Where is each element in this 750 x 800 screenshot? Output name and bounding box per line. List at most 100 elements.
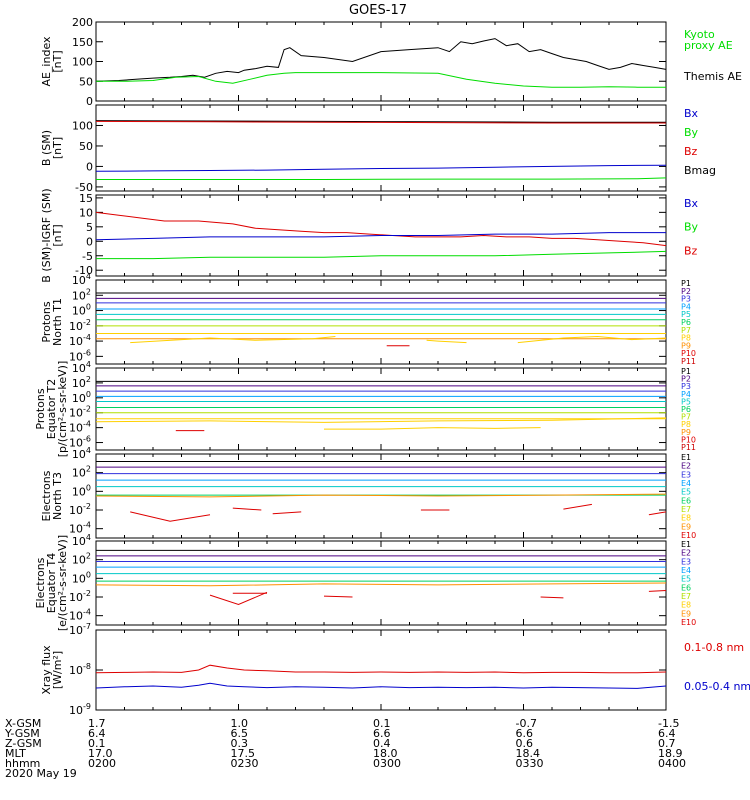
y-tick-label: 10-4 (69, 333, 91, 348)
y-tick-label: 10-7 (69, 622, 91, 637)
y-tick-label: 100 (72, 483, 91, 498)
flux-segment (130, 511, 211, 522)
y-tick-label: 100 (72, 119, 93, 132)
flux-segment (648, 511, 667, 516)
series-line (95, 211, 667, 247)
y-axis-label: [p/(cm²-s-sr-keV)] (56, 361, 69, 458)
channel-label: P6 (681, 318, 691, 327)
footer-value: 6.6 (373, 727, 391, 740)
channel-label: P11 (681, 357, 696, 366)
y-tick-label: 10-4 (69, 420, 91, 435)
y-tick-label: 150 (72, 36, 93, 49)
footer-value: 0400 (658, 757, 686, 770)
y-tick-label: 104 (72, 360, 91, 375)
y-axis-label: Protons (40, 301, 53, 342)
footer-value: 0.1 (373, 717, 391, 730)
channel-label: P2 (681, 287, 691, 296)
channel-label: E10 (681, 531, 696, 540)
series-line (95, 120, 666, 124)
legend-entry: 0.1-0.8 nm (684, 641, 744, 654)
flux-segment (540, 596, 564, 599)
y-axis-label: [nT] (51, 50, 64, 72)
channel-label: P9 (681, 341, 691, 350)
channel-label: E8 (681, 514, 691, 523)
series-line (95, 682, 667, 689)
channel-label: E2 (681, 549, 691, 558)
y-axis-label: AE_index (40, 36, 53, 87)
channel-label: E2 (681, 462, 691, 471)
channel-label: P8 (681, 334, 691, 343)
series-line (96, 72, 666, 88)
flux-segment (95, 493, 667, 498)
footer-value: 0330 (516, 757, 544, 770)
y-axis-label: Xray flux (40, 645, 53, 695)
channel-label: P3 (681, 382, 691, 391)
footer-value: 6.4 (88, 727, 106, 740)
channel-label: E1 (681, 453, 691, 462)
y-tick-label: -10 (75, 264, 93, 277)
y-tick-label: 102 (72, 552, 91, 567)
y-tick-label: 104 (72, 533, 91, 548)
legend-entry: Bz (684, 244, 698, 257)
legend-entry: Kyoto (684, 28, 715, 41)
channel-label: P10 (681, 435, 696, 444)
y-axis-label: Electrons (40, 470, 53, 521)
y-tick-label: 104 (72, 446, 91, 461)
channel-label: P2 (681, 375, 691, 384)
panel-frame (95, 629, 667, 711)
legend-entry: Bx (684, 197, 699, 210)
y-tick-label: 100 (72, 390, 91, 405)
y-axis-label: Equator T2 (45, 379, 58, 439)
y-tick-label: 10-4 (69, 608, 91, 623)
series-line (95, 232, 666, 241)
channel-label: P7 (681, 326, 691, 335)
y-axis-label: [e/(cm²-s-sr-keV)] (56, 535, 69, 631)
footer-value: 6.6 (516, 727, 534, 740)
panel-frame (95, 367, 667, 451)
footer-value: 0.7 (658, 737, 676, 750)
series-line (95, 120, 666, 123)
panel-frame (95, 21, 667, 102)
panel-bsm: 100 50 0 -50 B (SM)[nT] Bx By Bz Bmag (40, 104, 716, 194)
flux-segment (130, 336, 336, 344)
panel-xray: 10-7 10-8 10-9 Xray flux[W/m²] 0.1-0.8 nm 0.0… (40, 622, 750, 717)
plot-title: GOES-17 (349, 3, 407, 18)
channel-label: E10 (681, 618, 696, 627)
y-tick-label: 10-2 (69, 318, 91, 333)
flux-segment (323, 595, 353, 598)
footer-date: 2020 May 19 (5, 767, 77, 780)
panel-frame (95, 540, 667, 626)
channel-label: E4 (681, 479, 691, 488)
y-tick-label: 102 (72, 287, 91, 302)
footer-value: 0.3 (231, 737, 249, 750)
footer-value: 6.4 (658, 727, 676, 740)
y-axis-label: North T1 (51, 298, 64, 346)
channel-label: P7 (681, 413, 691, 422)
flux-segment (95, 582, 667, 587)
y-tick-label: 10-8 (69, 662, 91, 677)
y-tick-label: 10-6 (69, 435, 91, 450)
y-axis-label: Electrons (34, 557, 47, 608)
y-axis-label: Protons (34, 388, 47, 429)
footer-value: 1.0 (231, 717, 249, 730)
y-tick-label: 15 (79, 192, 93, 205)
y-tick-label: 0 (86, 160, 93, 173)
y-tick-label: 200 (72, 16, 93, 29)
channel-label: E7 (681, 592, 691, 601)
y-axis-label: Equator T4 (45, 553, 58, 613)
legend-entry: By (684, 126, 699, 139)
channel-label: E9 (681, 609, 691, 618)
channel-label: P5 (681, 397, 691, 406)
legend-entry: Bz (684, 145, 698, 158)
y-tick-label: 50 (79, 75, 93, 88)
channel-label: E6 (681, 583, 691, 592)
legend-entry: Bmag (684, 164, 716, 177)
footer-value: 18.4 (516, 747, 541, 760)
footer-value: 0.6 (516, 737, 534, 750)
